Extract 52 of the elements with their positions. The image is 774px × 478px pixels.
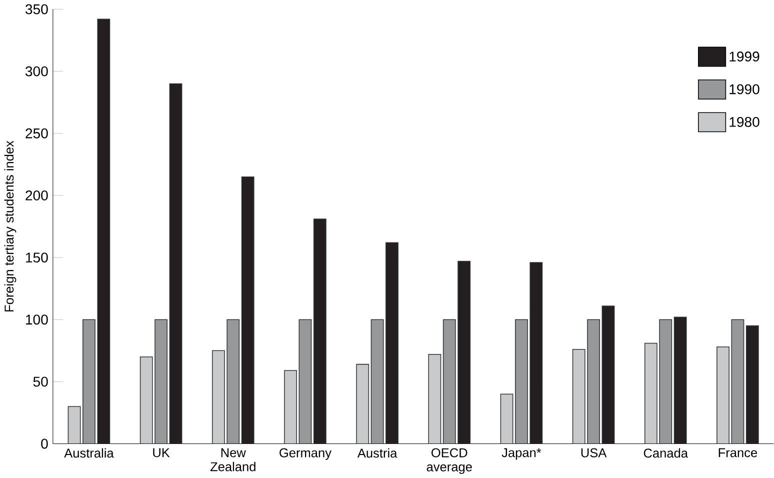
x-tick-label: Germany [280,448,332,460]
bar [370,319,384,444]
x-tick-label: France [718,448,758,458]
bar [602,305,615,444]
bar [82,319,96,444]
y-tick-label: 250 [26,128,48,138]
bar [731,319,744,444]
bar [212,350,225,444]
y-axis-title: Foreign tertiary students index [4,140,16,312]
bar [226,319,240,444]
bar [154,319,168,444]
bar [500,394,514,444]
y-tick-label: 0 [41,438,48,449]
bar [386,242,398,444]
x-tick-label: Austria [357,448,398,458]
y-tick-label: 50 [33,376,48,387]
bar [284,370,297,444]
x-tick-label: Canada [644,448,688,458]
y-tick-label: 200 [26,190,48,200]
bar [515,319,528,444]
bar [169,83,182,444]
y-tick-label: 150 [26,252,48,262]
bar [458,260,471,444]
bar [298,319,312,444]
y-tick-label: 350 [26,4,48,14]
bar [572,348,586,444]
bar [68,406,81,444]
legend-label: 1999 [730,51,760,62]
x-tick-label: Japan* [502,448,542,460]
x-tick-label: USA [581,448,607,458]
legend-label: 1990 [730,84,760,94]
bar [674,316,687,444]
bar [530,262,543,444]
x-tick-label: New Zealand [210,448,256,472]
bar [428,354,442,444]
bar [587,319,600,444]
bar [659,319,672,444]
bar [644,342,658,444]
bar [746,325,759,444]
bar [241,176,254,444]
bar [356,364,370,444]
x-tick-label: OECD average [426,448,472,474]
x-tick-label: Australia [64,448,114,458]
bar [716,346,730,444]
y-tick-label: 300 [26,66,48,76]
bar [97,18,110,444]
legend-label: 1980 [730,116,760,127]
x-tick-label: UK [153,448,170,458]
bar [140,356,153,444]
y-tick-label: 100 [26,314,48,325]
bar [313,218,326,444]
bar [442,319,456,444]
